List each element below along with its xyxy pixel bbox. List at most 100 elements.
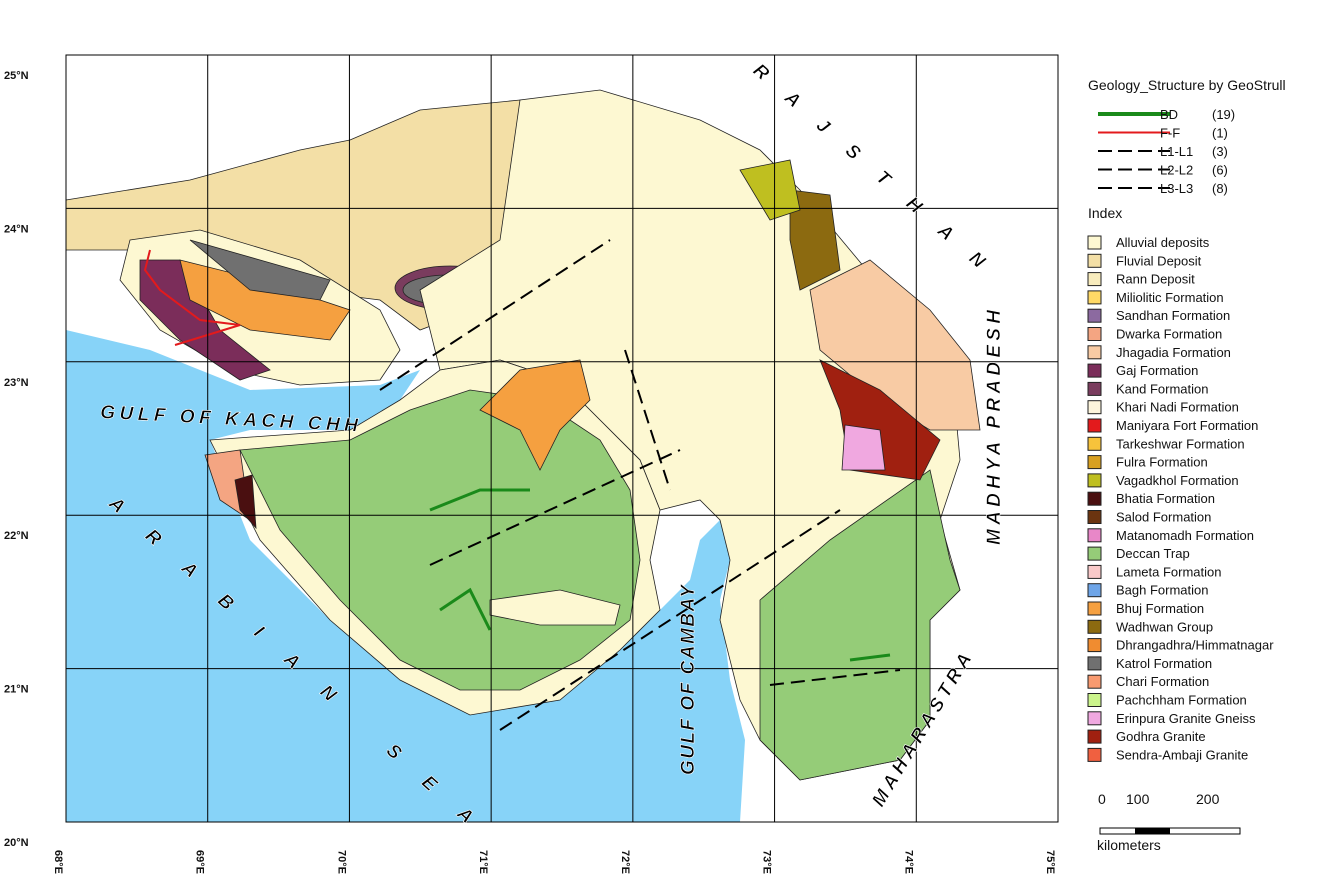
legend-swatch: [1087, 418, 1102, 433]
legend-unit: Deccan Trap: [1116, 546, 1190, 561]
legend-unit: Rann Deposit: [1116, 272, 1195, 287]
legend-swatch: [1087, 327, 1102, 341]
legend-swatch: [1087, 564, 1102, 579]
legend-swatch: [1087, 253, 1102, 268]
legend-count: (8): [1212, 181, 1228, 196]
lon-label: 68°E: [52, 850, 64, 874]
legend-swatch: [1087, 601, 1102, 616]
legend-swatch: [1087, 656, 1102, 671]
lon-label: 69°E: [194, 850, 206, 874]
legend-unit: Salod Formation: [1116, 510, 1211, 525]
dyke: [439, 587, 492, 631]
legend-unit: Kand Formation: [1116, 381, 1209, 396]
dykes: [429, 488, 891, 662]
legend-unit: Vagadkhol Formation: [1116, 473, 1239, 488]
legend-swatch: [1087, 473, 1102, 488]
legend-unit: Sendra-Ambaji Granite: [1116, 747, 1248, 762]
legend-unit: Khari Nadi Formation: [1116, 400, 1239, 415]
legend-index-title: Index: [1088, 205, 1122, 221]
legend-swatch: [1087, 528, 1102, 543]
legend-unit: Gaj Formation: [1116, 363, 1198, 378]
legend-unit: Lameta Formation: [1116, 564, 1222, 579]
legend-unit: Bhuj Formation: [1116, 601, 1204, 616]
lat-label: 21°N: [4, 684, 29, 696]
scale-label: 100: [1126, 791, 1150, 807]
legend-unit: Miliolitic Formation: [1116, 290, 1224, 305]
lon-label: 72°E: [619, 850, 631, 874]
legend-unit: Dhrangadhra/Himmatnagar: [1116, 638, 1274, 653]
legend-swatch: [1087, 583, 1102, 598]
legend-swatch: [1087, 693, 1102, 707]
legend-swatch: [1087, 729, 1102, 744]
legend-unit: Bagh Formation: [1116, 583, 1209, 598]
legend-unit: Matanomadh Formation: [1116, 528, 1254, 543]
kutch-katrol: [189, 239, 331, 301]
legend-swatch: [1087, 290, 1102, 305]
lat-label: 24°N: [4, 223, 29, 235]
legend-swatch: [1087, 711, 1102, 726]
map-frame: [65, 54, 1059, 823]
legend-swatch: [1087, 436, 1102, 451]
legend: Geology_Structure by GeoStrull BD (19) F-F (…: [1087, 77, 1286, 853]
legend-unit: Jhagadia Formation: [1116, 345, 1231, 360]
jhagadia: [809, 259, 981, 431]
vagadkhol: [739, 159, 801, 221]
legend-unit: Fulra Formation: [1116, 455, 1208, 470]
lon-label: 73°E: [761, 850, 773, 874]
legend-structure: BD: [1160, 107, 1178, 122]
saurashtra-bhuj: [479, 359, 591, 471]
lineament: [379, 239, 611, 391]
sea: [66, 330, 745, 822]
legend-count: (6): [1212, 163, 1228, 178]
fault: [143, 249, 241, 346]
legend-swatch: [1087, 638, 1102, 653]
legend-swatch: [1087, 747, 1102, 762]
legend-unit: Alluvial deposits: [1116, 235, 1210, 250]
erinpura: [841, 424, 886, 471]
legend-swatch: [1087, 345, 1102, 360]
place-label: GULF OF CAMBAY: [678, 583, 699, 775]
scale-label: 0: [1098, 791, 1106, 807]
legend-swatch: [1087, 619, 1102, 634]
lat-label: 22°N: [4, 530, 29, 542]
legend-unit: Maniyara Fort Formation: [1116, 418, 1258, 433]
lon-label: 75°E: [1044, 850, 1056, 874]
legend-swatch: [1087, 674, 1102, 689]
scale-unit: kilometers: [1097, 837, 1161, 853]
legend-structure: L1-L1: [1160, 144, 1193, 159]
lon-label: 70°E: [335, 850, 347, 874]
legend-structure: L2-L2: [1160, 163, 1193, 178]
legend-structure: L3-L3: [1160, 181, 1193, 196]
legend-swatch: [1087, 510, 1102, 524]
legend-unit: Pachchham Formation: [1116, 693, 1247, 708]
dyke: [849, 653, 891, 662]
lat-label: 25°N: [4, 70, 29, 82]
lon-label: 71°E: [477, 850, 489, 874]
legend-swatch: [1087, 400, 1102, 415]
east-trap: [759, 469, 961, 781]
scale-label: 200: [1196, 791, 1220, 807]
legend-swatch: [1087, 363, 1102, 378]
legend-unit: Dwarka Formation: [1116, 327, 1222, 342]
legend-unit: Chari Formation: [1116, 674, 1209, 689]
wadhwan: [789, 189, 841, 291]
lineament: [429, 449, 681, 566]
legend-unit: Sandhan Formation: [1116, 308, 1230, 323]
legend-swatch: [1087, 235, 1102, 250]
legend-unit: Godhra Granite: [1116, 729, 1206, 744]
legend-swatch: [1087, 272, 1102, 287]
legend-unit: Tarkeshwar Formation: [1116, 436, 1245, 451]
legend-title: Geology_Structure by GeoStrull: [1088, 77, 1286, 93]
legend-unit: Katrol Formation: [1116, 656, 1212, 671]
legend-unit: Bhatia Formation: [1116, 491, 1215, 506]
grid: [65, 54, 1059, 823]
legend-count: (1): [1212, 126, 1228, 141]
legend-swatch: [1087, 381, 1102, 396]
legend-swatch: [1087, 308, 1102, 323]
place-label: MADHYA PRADESH: [984, 309, 1005, 545]
legend-unit: Fluvial Deposit: [1116, 253, 1202, 268]
legend-swatch: [1087, 455, 1102, 470]
dyke: [429, 488, 530, 512]
legend-count: (3): [1212, 144, 1228, 159]
legend-unit: Erinpura Granite Gneiss: [1116, 711, 1256, 726]
